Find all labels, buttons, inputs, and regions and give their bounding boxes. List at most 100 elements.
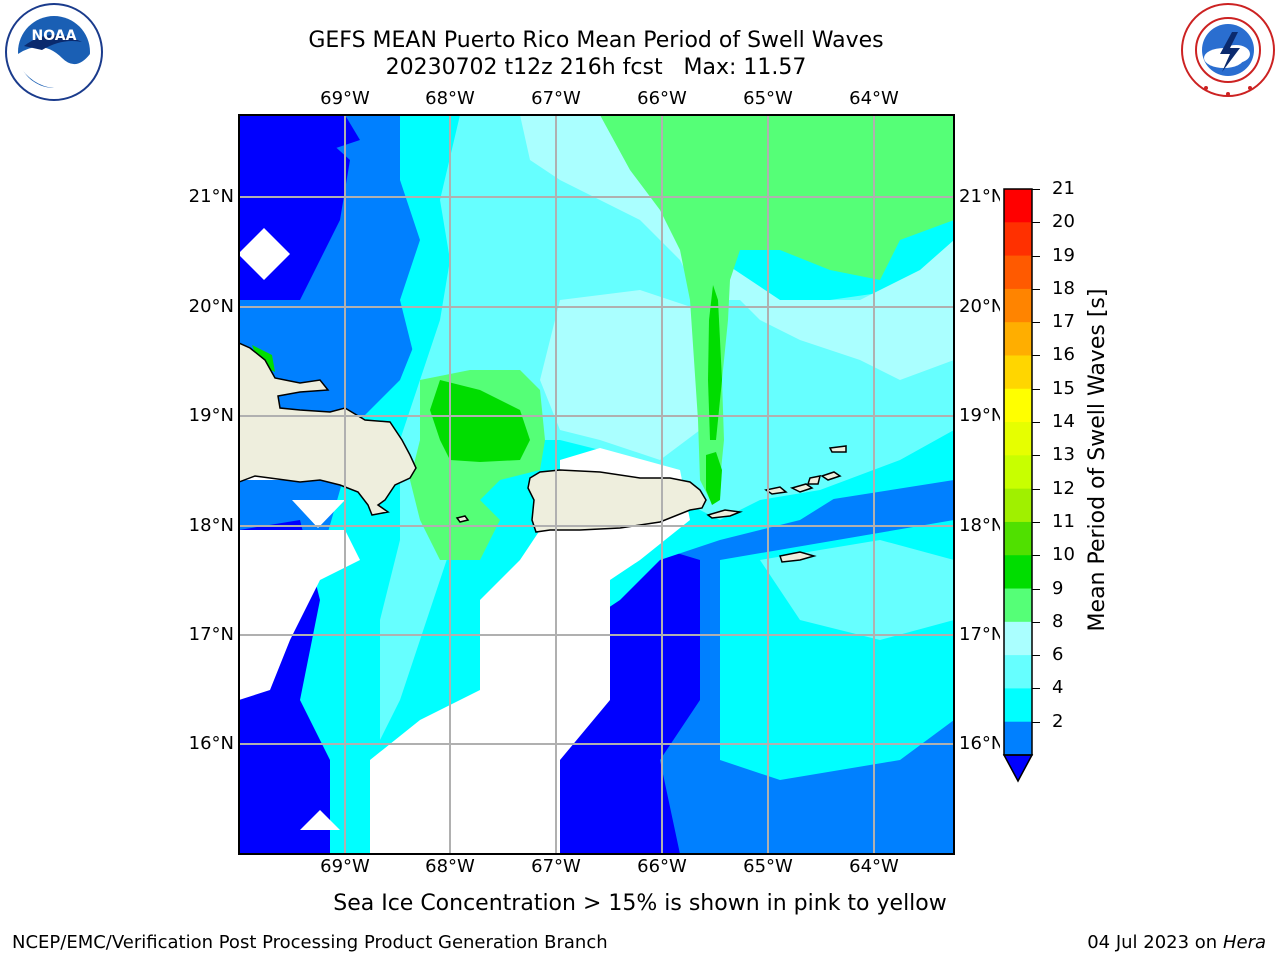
lon-label-bottom: 69°W — [320, 856, 370, 877]
colorbar-tick-label: 21 — [1052, 178, 1075, 199]
colorbar-tick-label: 9 — [1052, 577, 1064, 599]
contour-region — [600, 115, 954, 500]
lat-label-right: 19°N — [959, 405, 1005, 426]
lon-label-top: 68°W — [425, 88, 475, 109]
map-title: GEFS MEAN Puerto Rico Mean Period of Swe… — [308, 28, 884, 53]
colorbar-tick-mark — [1032, 422, 1040, 424]
colorbar-segment — [1004, 588, 1032, 623]
lat-label-right: 16°N — [959, 733, 1005, 754]
lon-label-bottom: 68°W — [425, 856, 475, 877]
colorbar-tick-mark — [1032, 488, 1040, 490]
colorbar-segment — [1004, 655, 1032, 690]
colorbar-tick-label: 4 — [1052, 677, 1064, 699]
colorbar-tick-mark — [1032, 322, 1040, 324]
contour-region — [430, 380, 530, 462]
colorbar-tick-label: 19 — [1052, 244, 1075, 266]
colorbar-tick-mark — [1032, 355, 1040, 357]
colorbar-tick-label: 6 — [1052, 644, 1064, 666]
landmass — [706, 509, 743, 519]
lat-label-right: 17°N — [959, 624, 1005, 645]
lon-label-top: 66°W — [637, 88, 687, 109]
lat-label-left: 16°N — [188, 733, 234, 754]
colorbar-extend-arrow — [1002, 754, 1034, 783]
colorbar-tick-label: 11 — [1052, 510, 1075, 532]
footer-date-text: 04 Jul 2023 on — [1087, 932, 1218, 953]
colorbar-segment — [1004, 555, 1032, 590]
colorbar-tick-label: 18 — [1052, 277, 1075, 299]
colorbar-tick-mark — [1032, 721, 1040, 723]
landmass — [779, 551, 817, 563]
colorbar-segment — [1004, 222, 1032, 257]
noaa-logo: NOAA — [2, 2, 106, 102]
noaa-logo-name: NOAA — [32, 28, 77, 44]
colorbar-tick-mark — [1032, 688, 1040, 690]
colorbar-segment — [1004, 355, 1032, 390]
colorbar-tick-mark — [1032, 388, 1040, 390]
colorbar-tick-mark — [1032, 521, 1040, 523]
lat-label-right: 20°N — [959, 296, 1005, 317]
colorbar-segment — [1004, 688, 1032, 723]
contour-region — [520, 115, 954, 380]
colorbar-tick-mark — [1032, 222, 1040, 224]
contour-region — [540, 290, 700, 460]
landmass — [764, 445, 847, 495]
colorbar-segment — [1004, 388, 1032, 423]
colorbar-tick-mark — [1032, 255, 1040, 257]
lon-label-top: 69°W — [320, 88, 370, 109]
lon-label-top: 67°W — [531, 88, 581, 109]
colorbar-segment — [1004, 455, 1032, 490]
colorbar-segment — [1004, 255, 1032, 290]
colorbar-tick-label: 15 — [1052, 377, 1075, 399]
lat-label-left: 19°N — [188, 405, 234, 426]
colorbar-segment — [1004, 488, 1032, 523]
swell-period-field — [239, 115, 954, 854]
colorbar-tick-label: 12 — [1052, 477, 1075, 499]
contour-region — [292, 500, 345, 528]
contour-region — [560, 548, 700, 854]
lon-label-bottom: 66°W — [637, 856, 687, 877]
lat-label-left: 18°N — [188, 515, 234, 536]
colorbar-tick-label: 20 — [1052, 211, 1075, 233]
colorbar-segment — [1004, 422, 1032, 456]
colorbar-tick-mark — [1032, 555, 1040, 557]
lat-label-left: 20°N — [188, 296, 234, 317]
lon-label-bottom: 67°W — [531, 856, 581, 877]
footer-host: Hera — [1222, 932, 1266, 953]
colorbar-tick-mark — [1032, 288, 1040, 290]
contour-region — [760, 540, 954, 640]
colorbar-frame — [1003, 188, 1033, 756]
colorbar-segment — [1004, 521, 1032, 556]
sea-ice-caption: Sea Ice Concentration > 15% is shown in … — [333, 891, 947, 916]
colorbar-segment — [1004, 621, 1032, 656]
nws-logo — [1176, 2, 1280, 102]
map-subtitle: 20230702 t12z 216h fcst Max: 11.57 — [385, 55, 807, 80]
colorbar-tick-label: 17 — [1052, 311, 1075, 333]
colorbar-segment — [1004, 322, 1032, 357]
contour-region — [708, 285, 722, 440]
contour-region — [239, 228, 290, 280]
colorbar-segment — [1004, 721, 1032, 756]
contour-region — [239, 530, 360, 700]
lat-label-left: 21°N — [188, 186, 234, 207]
colorbar-tick-label: 2 — [1052, 710, 1064, 732]
landmass — [239, 342, 417, 516]
contour-region — [300, 810, 340, 830]
colorbar-label: Mean Period of Swell Waves [s] — [1085, 288, 1110, 632]
contour-region — [706, 452, 722, 505]
colorbar-tick-mark — [1032, 621, 1040, 623]
lon-label-top: 65°W — [743, 88, 793, 109]
footer-credit: NCEP/EMC/Verification Post Processing Pr… — [12, 932, 608, 953]
lat-label-left: 17°N — [188, 624, 234, 645]
colorbar — [1000, 185, 1040, 785]
colorbar-tick-mark — [1032, 189, 1040, 190]
lon-label-bottom: 65°W — [743, 856, 793, 877]
colorbar-tick-label: 16 — [1052, 344, 1075, 366]
colorbar-tick-label: 14 — [1052, 411, 1075, 433]
colorbar-tick-mark — [1032, 655, 1040, 657]
colorbar-segment — [1004, 288, 1032, 323]
lat-label-right: 21°N — [959, 186, 1005, 207]
lat-label-right: 18°N — [959, 515, 1005, 536]
landmass — [455, 515, 470, 523]
colorbar-segment — [1004, 189, 1032, 223]
